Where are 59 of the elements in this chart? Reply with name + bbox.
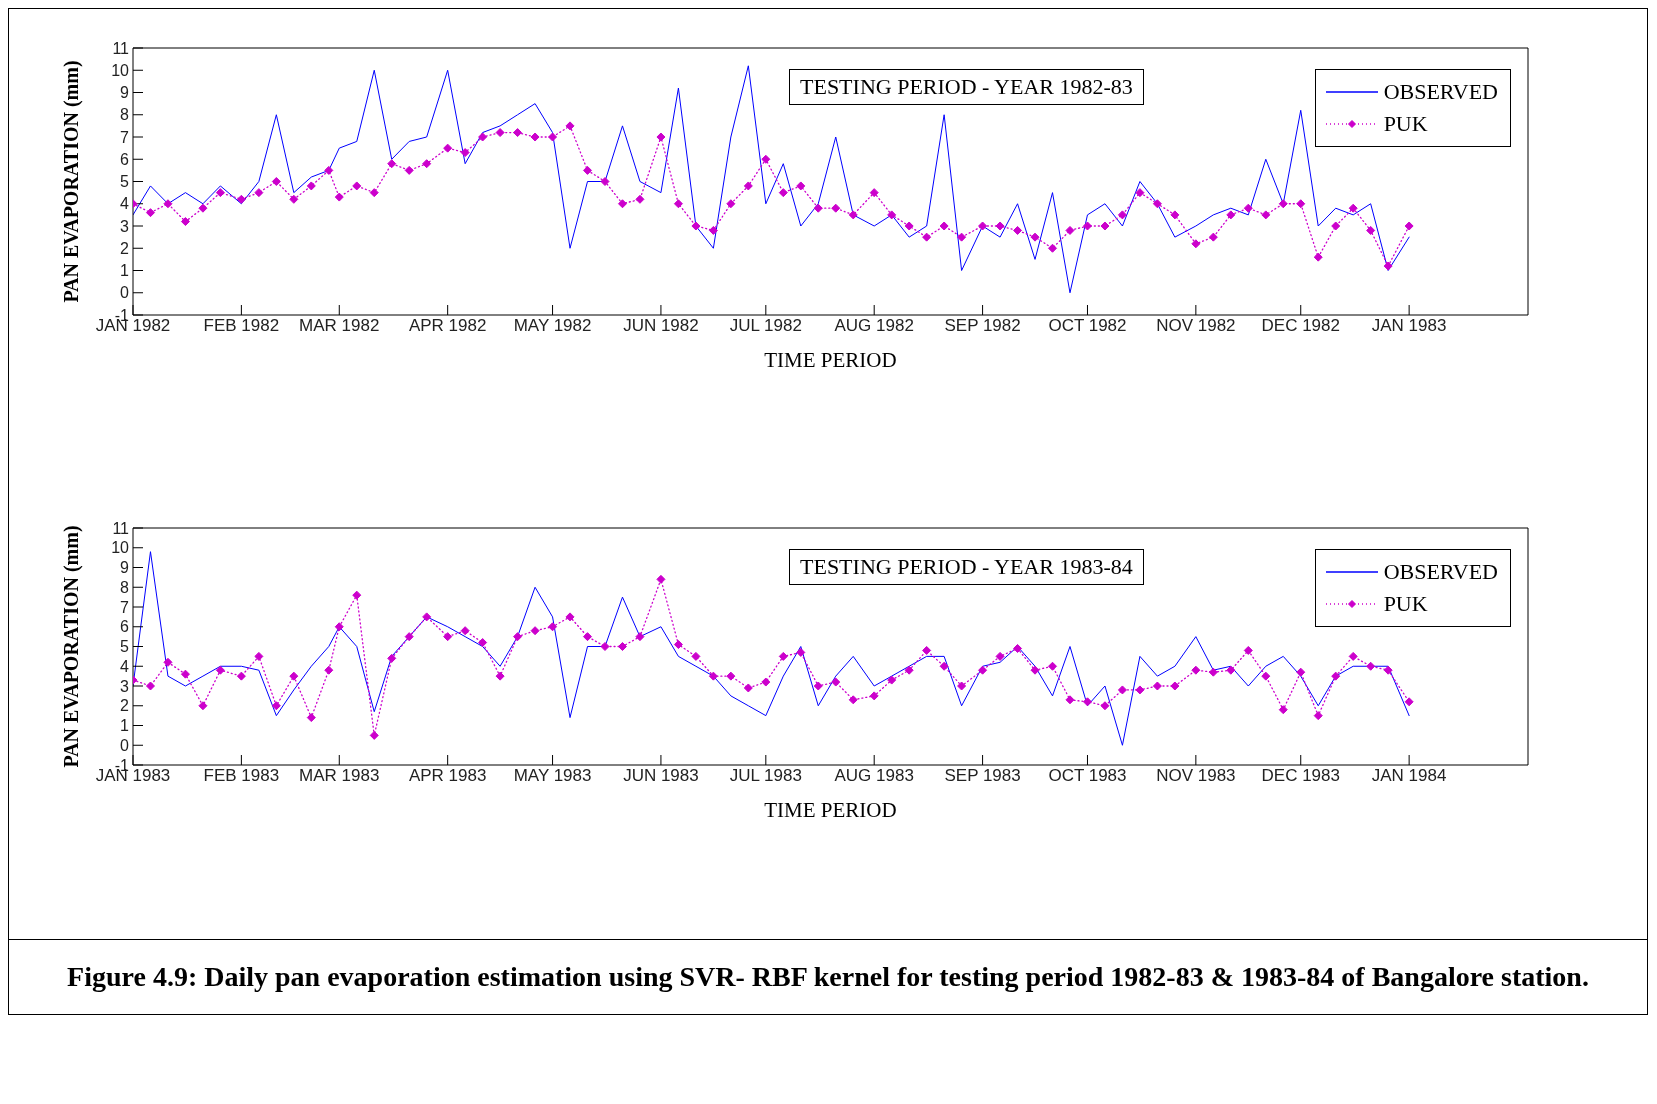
legend-label: PUK — [1383, 590, 1428, 618]
x-tick-label: FEB 1982 — [203, 316, 280, 336]
y-tick-label: 0 — [120, 736, 130, 754]
y-tick-label: 7 — [120, 128, 130, 146]
x-tick-label: FEB 1983 — [203, 766, 280, 786]
y-tick-label: 11 — [112, 39, 130, 57]
x-tick-label: JAN 1983 — [1371, 316, 1447, 336]
y-tick-label: 10 — [111, 61, 130, 79]
legend-label: OBSERVED — [1383, 558, 1498, 586]
x-tick-label: SEP 1982 — [944, 316, 1021, 336]
y-axis-title: PAN EVAPORATION (mm) — [60, 525, 84, 768]
y-tick-label: 10 — [111, 539, 130, 557]
x-tick-label: JUL 1982 — [729, 316, 802, 336]
y-tick-label: 11 — [112, 519, 130, 537]
x-tick-label: SEP 1983 — [944, 766, 1021, 786]
y-tick-label: 5 — [120, 173, 130, 191]
y-tick-label: 3 — [120, 217, 130, 235]
text: TESTING PERIOD - YEAR 1982-83 — [789, 69, 1144, 105]
legend-label: OBSERVED — [1383, 78, 1498, 106]
x-tick-label: OCT 1982 — [1048, 316, 1127, 336]
x-axis-title: TIME PERIOD — [764, 348, 897, 372]
x-tick-label: DEC 1982 — [1261, 316, 1340, 336]
x-tick-label: NOV 1982 — [1156, 316, 1236, 336]
x-tick-label: APR 1983 — [408, 766, 487, 786]
x-tick-label: JUL 1983 — [729, 766, 802, 786]
y-tick-label: 9 — [120, 559, 130, 577]
y-axis-title: PAN EVAPORATION (mm) — [60, 60, 84, 303]
x-axis-title: TIME PERIOD — [764, 798, 897, 822]
y-tick-label: 4 — [120, 657, 130, 675]
y-tick-label: 6 — [120, 150, 130, 168]
x-tick-label: OCT 1983 — [1048, 766, 1127, 786]
x-tick-label: AUG 1983 — [834, 766, 914, 786]
y-tick-label: 1 — [120, 717, 130, 735]
x-tick-label: MAY 1983 — [513, 766, 592, 786]
legend-label: PUK — [1383, 110, 1428, 138]
y-tick-label: 2 — [120, 239, 130, 257]
y-tick-label: 8 — [120, 106, 130, 124]
y-tick-label: 3 — [120, 677, 130, 695]
x-tick-label: AUG 1982 — [834, 316, 914, 336]
y-tick-label: 6 — [120, 618, 130, 636]
y-tick-label: 2 — [120, 697, 130, 715]
y-tick-label: 0 — [120, 284, 130, 302]
x-tick-label: APR 1982 — [408, 316, 487, 336]
y-tick-label: 7 — [120, 598, 130, 616]
text: TESTING PERIOD - YEAR 1983-84 — [789, 549, 1144, 585]
x-tick-label: NOV 1983 — [1156, 766, 1236, 786]
y-tick-label: 5 — [120, 638, 130, 656]
y-tick-label: 9 — [120, 84, 130, 102]
x-tick-label: MAR 1983 — [299, 766, 380, 786]
x-tick-label: DEC 1983 — [1261, 766, 1340, 786]
x-tick-label: JAN 1984 — [1371, 766, 1447, 786]
y-tick-label: 8 — [120, 578, 130, 596]
x-tick-label: MAY 1982 — [513, 316, 592, 336]
x-tick-label: JUN 1982 — [623, 316, 699, 336]
y-tick-label: 1 — [120, 262, 130, 280]
x-tick-label: MAR 1982 — [299, 316, 380, 336]
x-tick-label: JUN 1983 — [623, 766, 699, 786]
y-tick-label: 4 — [120, 195, 130, 213]
caption: Figure 4.9: Daily pan evaporation estimation using SVR- RBF kernel for testing period 1982-83 & 1983-84 of Bangalore station. — [66, 960, 1590, 994]
